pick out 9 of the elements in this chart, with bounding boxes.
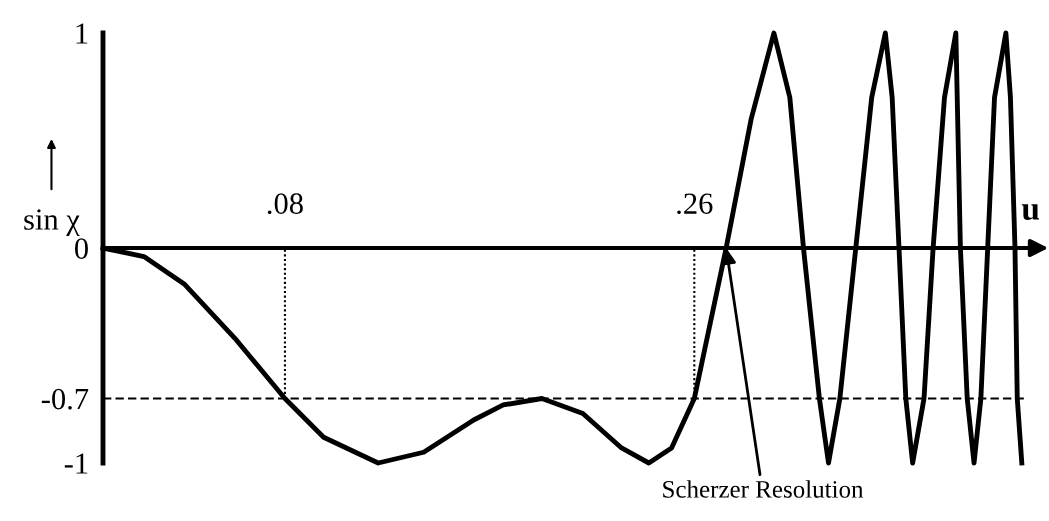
x-axis-title: u [1021,204,1040,220]
y-tick-label: -1 [64,453,88,474]
y-tick-label: -0.7 [41,388,89,410]
annotation: Scherzer Resolution [663,480,864,498]
x-tick-label: .08 [267,193,303,215]
y-axis-title: sin χ [24,209,80,237]
y-tick-label: 1 [76,23,88,44]
y-tick-label: 0 [75,238,88,259]
x-tick-label: .26 [677,193,713,215]
